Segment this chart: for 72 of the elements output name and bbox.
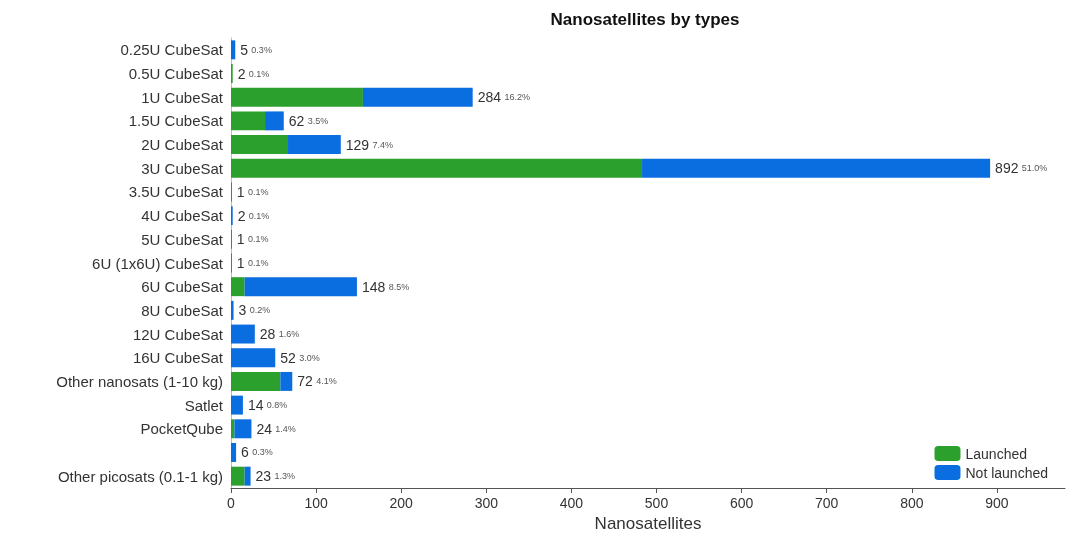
x-tick-label: 0	[227, 495, 236, 511]
bar	[231, 371, 281, 391]
y-tick-label: 6U CubeSat	[141, 278, 224, 296]
bar	[244, 466, 251, 486]
y-tick-label: Other nanosats (1-10 kg)	[56, 372, 223, 390]
total-label: 24 1.4%	[256, 420, 296, 437]
x-tick-label: 900	[985, 495, 1009, 511]
y-tick-label: 0.25U CubeSat	[120, 41, 224, 59]
bar	[231, 40, 236, 60]
bar	[234, 419, 252, 439]
total-label: 129 7.4%	[345, 136, 393, 153]
total-label: 62 3.5%	[288, 112, 329, 129]
x-tick-label: 500	[644, 495, 669, 511]
y-tick-label: 8U CubeSat	[141, 301, 224, 319]
bar	[280, 371, 293, 391]
total-label: 72 4.1%	[297, 373, 337, 390]
y-tick-label: 1.5U CubeSat	[128, 112, 224, 130]
x-tick-label: 700	[815, 495, 839, 511]
bar	[231, 348, 276, 368]
total-label: 1 0.1%	[236, 183, 269, 200]
bar	[231, 87, 363, 107]
bar	[231, 135, 289, 155]
bar	[244, 277, 357, 297]
total-label: 28 1.6%	[259, 326, 300, 343]
x-tick-label: 400	[559, 495, 584, 511]
y-tick-label: Other picosats (0.1-1 kg)	[57, 467, 223, 485]
y-tick-label: 0.5U CubeSat	[128, 65, 224, 83]
y-tick-label: PocketQube	[140, 420, 223, 438]
bar	[231, 300, 234, 320]
total-label: 284 16.2%	[477, 89, 530, 106]
total-label: 5 0.3%	[240, 41, 272, 58]
y-tick-label: 6U (1x6U) CubeSat	[92, 254, 224, 272]
total-label: 6 0.3%	[241, 444, 273, 461]
bar	[362, 87, 473, 107]
bar	[231, 395, 243, 415]
x-tick-label: 200	[389, 495, 414, 511]
x-tick-label: 800	[900, 495, 924, 511]
total-label: 2 0.1%	[237, 65, 270, 82]
chart-title: Nanosatellites by types	[550, 10, 740, 29]
y-tick-label: 16U CubeSat	[132, 349, 224, 367]
bar	[231, 443, 237, 462]
y-tick-label: 4U CubeSat	[141, 207, 224, 225]
x-tick-label: 600	[729, 495, 754, 511]
total-label: 3 0.2%	[238, 302, 271, 319]
total-label: 1 0.1%	[236, 255, 269, 271]
y-tick-label: Satlet	[184, 396, 224, 414]
y-tick-label: 3U CubeSat	[141, 159, 224, 177]
y-tick-label: 5U CubeSat	[141, 230, 224, 248]
bar	[231, 277, 245, 297]
bar	[231, 111, 266, 131]
bar	[231, 158, 643, 178]
bar	[231, 324, 255, 344]
total-label: 892 51.0%	[995, 160, 1048, 177]
bar	[265, 111, 284, 131]
legend-label: Not launched	[965, 464, 1049, 481]
y-tick-label: 2U CubeSat	[141, 136, 224, 154]
total-label: 2 0.1%	[237, 207, 270, 224]
bar	[642, 158, 991, 178]
total-label: 148 8.5%	[361, 278, 410, 295]
total-label: 52 3.0%	[280, 349, 320, 366]
total-label: 23 1.3%	[255, 468, 295, 485]
bar	[288, 135, 341, 155]
total-label: 14 0.8%	[247, 397, 288, 414]
y-tick-label: 1U CubeSat	[141, 88, 224, 106]
legend-label: Launched	[965, 445, 1028, 462]
x-axis-title: Nanosatellites	[594, 513, 702, 533]
y-tick-label: 12U CubeSat	[132, 325, 224, 343]
total-label: 1 0.1%	[236, 231, 269, 248]
x-tick-label: 300	[474, 495, 499, 511]
bar	[231, 466, 245, 486]
x-tick-label: 100	[304, 495, 328, 511]
y-tick-label: 3.5U CubeSat	[128, 183, 224, 201]
